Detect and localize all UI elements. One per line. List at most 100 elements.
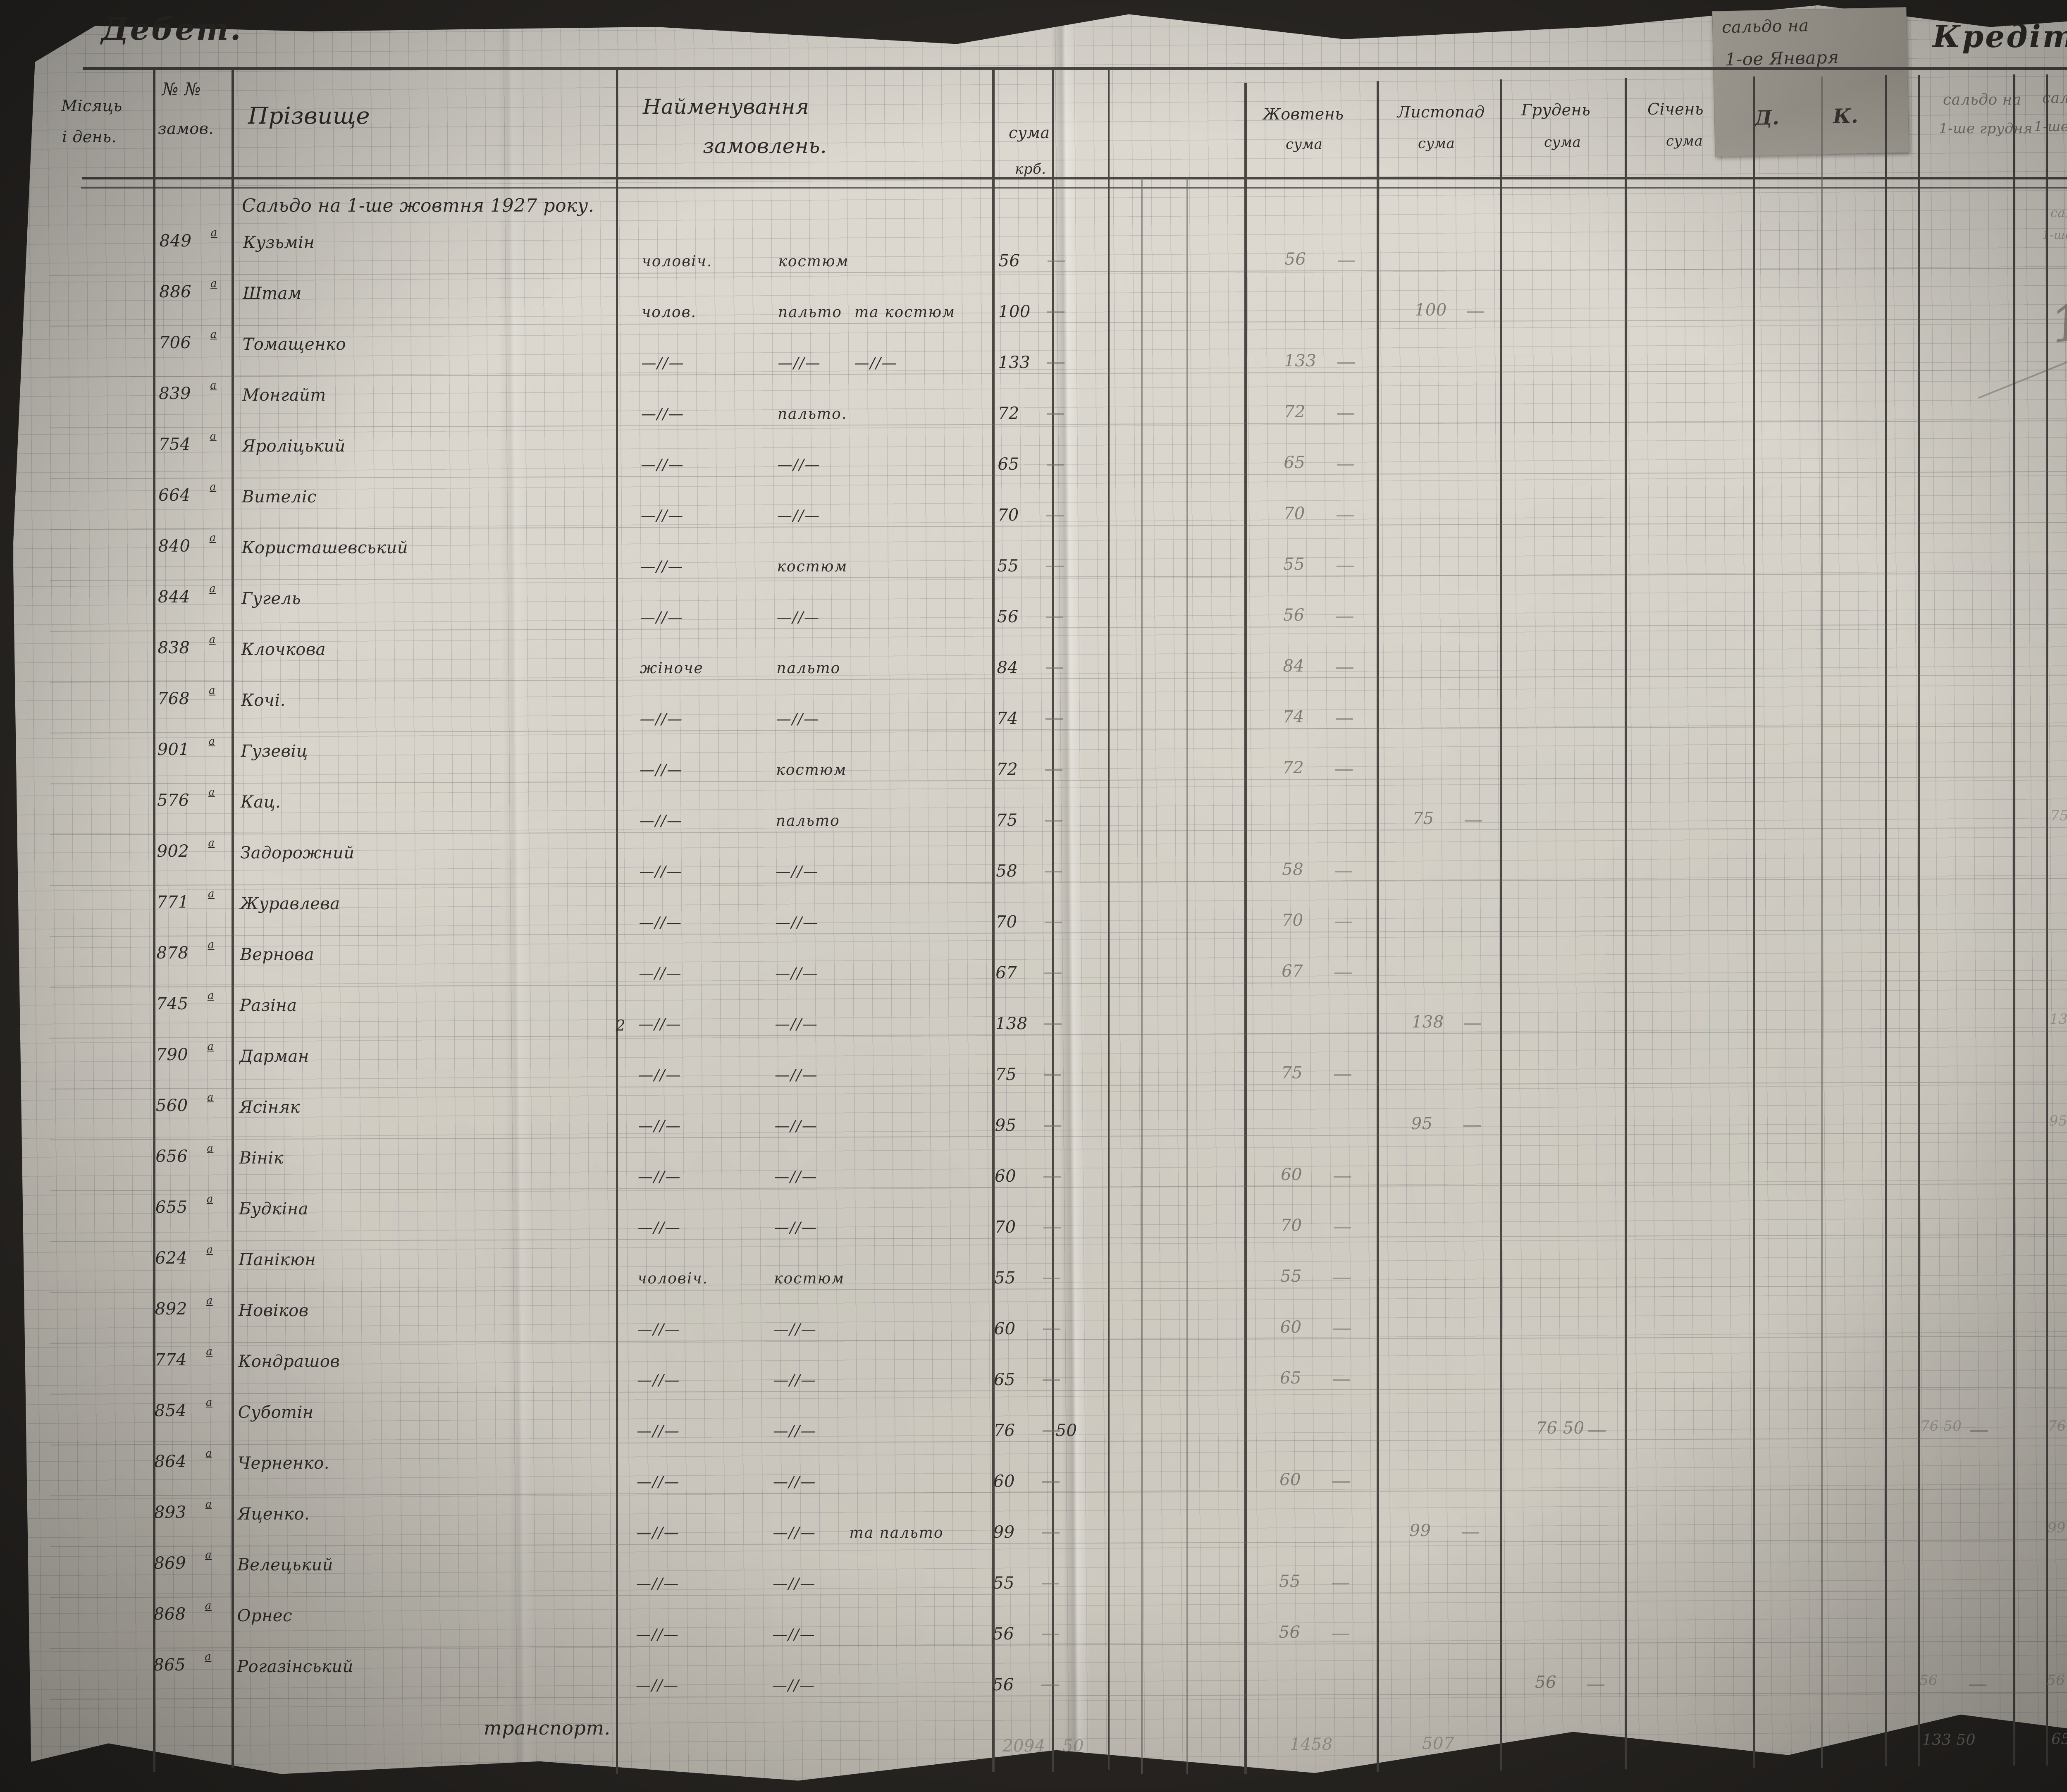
row-amount-october: 56	[1279, 1623, 1301, 1642]
row-sum: 138	[995, 1014, 1028, 1033]
amount-dash	[1333, 1227, 1351, 1228]
amount-dash	[1332, 1583, 1350, 1584]
vrule-bal-nov-left	[2013, 74, 2015, 1766]
row-surname: Кондрашов	[238, 1352, 340, 1371]
row-order-suffix: а	[210, 379, 217, 392]
row-item-part-b: —//—	[774, 1118, 818, 1135]
row-item-part-b: —//—	[776, 863, 819, 880]
amount-dash	[1337, 515, 1354, 516]
row-amount-october: 84	[1283, 657, 1305, 676]
row-surname: Ясіняк	[239, 1098, 301, 1117]
row-surname: Яроліцький	[242, 437, 346, 456]
row-item-part-a: —//—	[636, 1524, 680, 1541]
row-order-number: 655	[155, 1198, 188, 1217]
row-order-number: 771	[156, 893, 189, 912]
amount-dash	[1042, 1532, 1060, 1534]
row-balance-november: 76 50	[2048, 1418, 2067, 1434]
row-sum: 60	[995, 1167, 1017, 1186]
col-header-date-l2: і день.	[62, 128, 117, 146]
amount-dash	[1042, 1481, 1060, 1483]
row-amount-october: 70	[1280, 1216, 1302, 1235]
amount-dash	[1047, 260, 1065, 262]
amount-dash	[1969, 1684, 1987, 1686]
row-order-suffix: а	[206, 1295, 213, 1307]
row-order-number: 838	[158, 638, 190, 657]
row-amount-october: 70	[1283, 504, 1305, 523]
vrule-item	[992, 70, 995, 1772]
amount-dash	[1334, 1176, 1351, 1178]
row-sum: 100	[998, 302, 1031, 321]
carry-forward-label: транспорт.	[484, 1717, 611, 1739]
row-order-number: 745	[156, 994, 189, 1013]
row-sum: 75	[995, 1065, 1017, 1084]
row-item-part-a: —//—	[640, 507, 684, 524]
credit-title: Кредіт.	[1933, 19, 2067, 55]
row-order-suffix: а	[208, 786, 215, 798]
row-sum: 84	[997, 658, 1019, 677]
row-item-part-b: —//—	[773, 1321, 817, 1338]
row-order-number: 790	[156, 1045, 189, 1064]
row-surname: Гузевіц	[241, 742, 308, 761]
total-kop: 50	[1062, 1737, 1084, 1756]
row-item-part-b: пальто	[776, 660, 841, 677]
row-sum: 70	[994, 1218, 1016, 1237]
row-order-suffix: а	[205, 1549, 212, 1561]
row-item-part-b: —//—	[773, 1372, 817, 1389]
row-sum: 72	[996, 760, 1018, 779]
amount-dash	[1044, 1074, 1062, 1076]
slip-line1: сальдо на	[1721, 16, 1809, 37]
row-order-suffix: а	[208, 735, 215, 748]
row-order-suffix: а	[210, 328, 217, 341]
row-item-part-b: пальто	[778, 304, 842, 321]
row-order-number: 886	[159, 282, 191, 301]
col-header-bal-dec-l2: 1-ше грудня	[1939, 120, 2033, 137]
row-order-number: 560	[155, 1096, 188, 1115]
row-sum: 95	[995, 1116, 1017, 1135]
amount-dash	[1043, 1227, 1061, 1228]
row-amount-october: 70	[1282, 911, 1303, 930]
row-order-suffix: а	[209, 684, 216, 697]
row-sum: 60	[994, 1319, 1016, 1338]
row-item-part-a: —//—	[637, 1372, 680, 1389]
row-amount-october: 56	[1283, 606, 1305, 625]
row-order-suffix: а	[206, 1345, 213, 1358]
row-item-part-a: —//—	[639, 914, 682, 931]
row-item-part-a: —//—	[637, 1423, 680, 1440]
row-item-part-a: —//—	[637, 1474, 680, 1491]
amount-dash	[1335, 871, 1353, 872]
row-surname: Вителіс	[242, 487, 317, 507]
row-surname: Журавлева	[240, 894, 340, 913]
row-surname: Користашевський	[241, 538, 408, 557]
row-order-suffix: а	[208, 888, 215, 900]
vrule-gap-a	[1141, 178, 1143, 1774]
row-sum: 58	[996, 862, 1018, 881]
vrule-order-no	[232, 70, 234, 1768]
amount-dash	[1335, 769, 1353, 771]
row-order-number: 656	[155, 1147, 188, 1166]
total-bal-nov: 65	[2051, 1731, 2067, 1748]
row-item-part-c: та костюм	[854, 304, 955, 321]
amount-dash	[1336, 667, 1353, 669]
slip-credit-mark: К.	[1833, 104, 1859, 128]
row-item-part-a: —//—	[639, 965, 682, 982]
amount-dash	[1042, 1430, 1060, 1432]
row-amount-november: 75	[1412, 809, 1434, 828]
vrule-dec-right	[1625, 78, 1627, 1769]
col-header-bal-nov-l1: сальдо на	[2042, 90, 2067, 107]
row-item-part-b: —//—	[772, 1575, 816, 1592]
row-surname: Яценко.	[237, 1505, 310, 1524]
row-order-suffix: а	[210, 481, 217, 493]
vrule-bal-nov-mid	[2046, 74, 2048, 1766]
row-order-suffix: а	[209, 583, 216, 595]
row-amount-october: 55	[1283, 555, 1305, 574]
amount-dash	[1334, 922, 1352, 923]
vrule-extra-a	[1821, 76, 1823, 1768]
row-amount-october: 65	[1280, 1369, 1301, 1388]
row-item-part-b: пальто.	[777, 406, 847, 423]
row-sum: 74	[996, 709, 1018, 728]
row-sum: 56	[997, 607, 1019, 626]
row-item-part-a: —//—	[640, 711, 683, 728]
row-order-suffix: а	[206, 1193, 213, 1205]
row-amount-october: 67	[1282, 962, 1303, 981]
row-order-suffix: а	[205, 1651, 212, 1663]
